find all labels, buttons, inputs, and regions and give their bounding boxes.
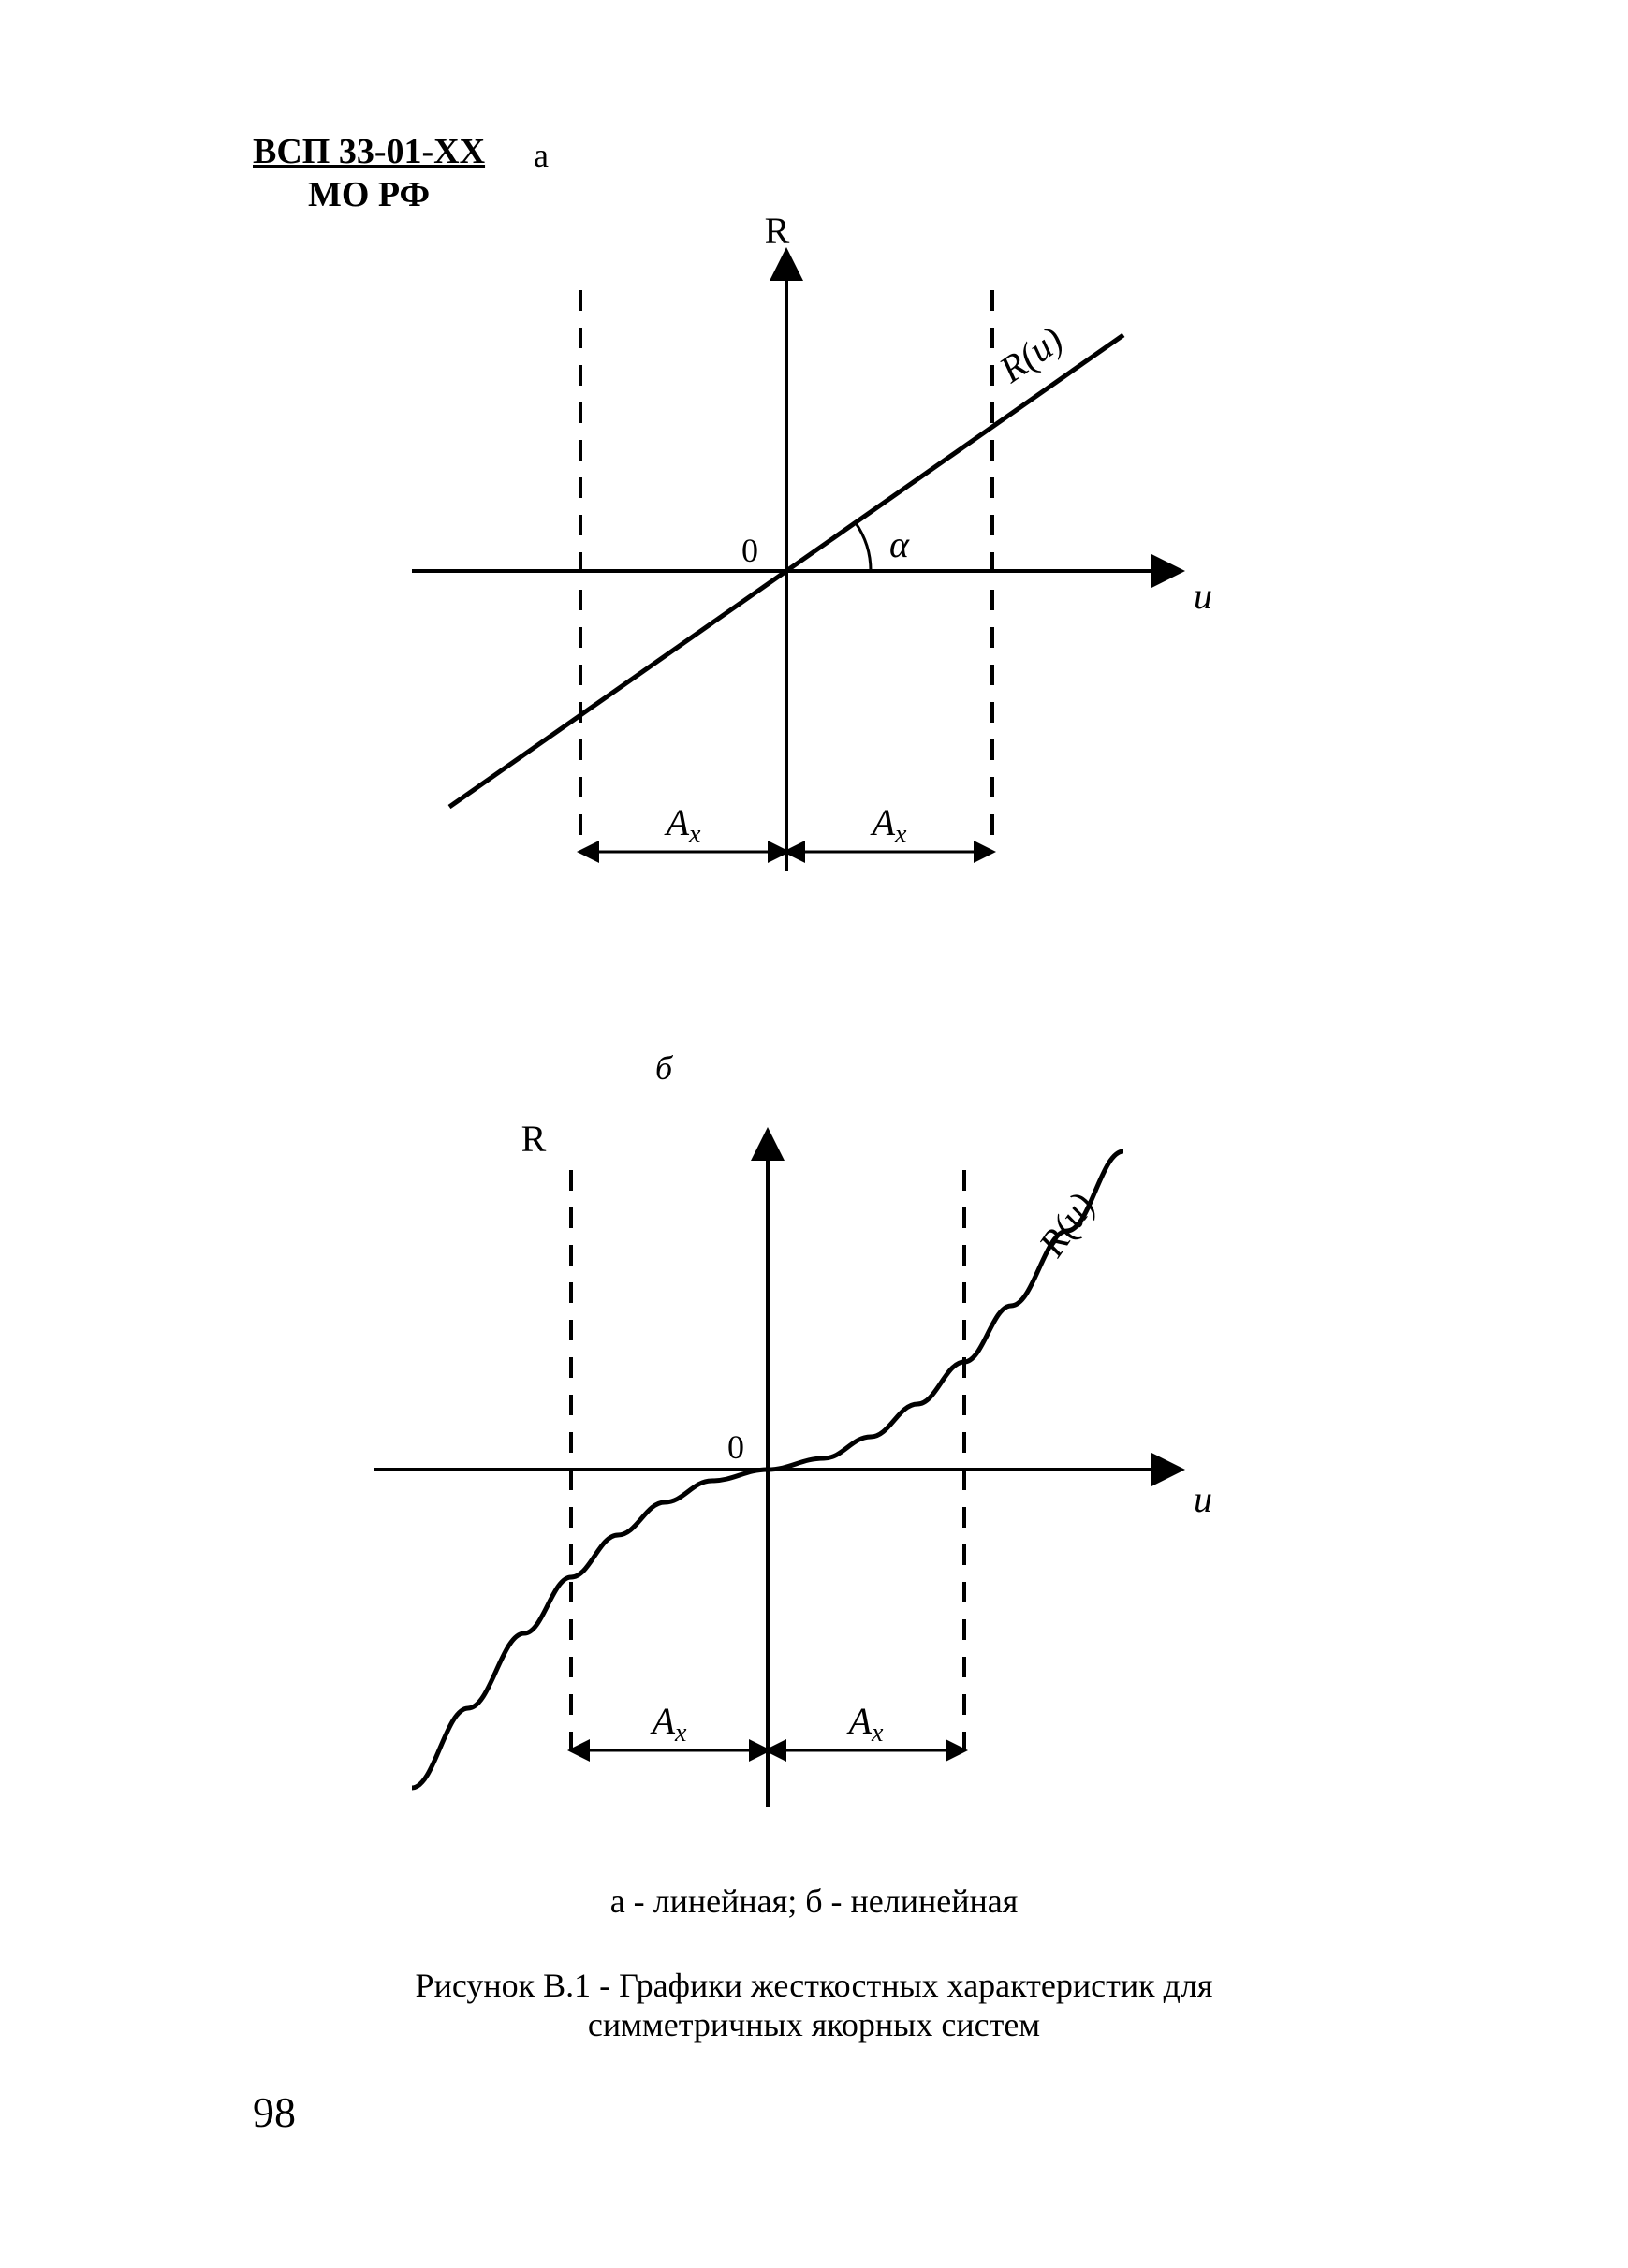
- svg-text:R: R: [765, 215, 790, 252]
- doc-code: ВСП 33-01-ХХ: [253, 132, 485, 171]
- svg-text:Ax: Ax: [664, 801, 701, 849]
- svg-text:Ax: Ax: [870, 801, 907, 849]
- svg-text:R: R: [521, 1118, 547, 1160]
- svg-text:α: α: [889, 523, 910, 565]
- figure-caption: Рисунок В.1 - Графики жесткостных характ…: [0, 1966, 1628, 2044]
- svg-text:0: 0: [727, 1428, 744, 1466]
- document-header: ВСП 33-01-ХХ МО РФ: [253, 131, 485, 216]
- caption-line1: Рисунок В.1 - Графики жесткостных характ…: [416, 1967, 1213, 2004]
- page: ВСП 33-01-ХХ МО РФ а Ru0αR(u)AxAx б: [0, 0, 1628, 2268]
- legend-text: а - линейная; б - нелинейная: [0, 1881, 1628, 1921]
- svg-text:Ax: Ax: [650, 1700, 687, 1748]
- diagram-b-svg: Ru0R(u)AxAx: [300, 1095, 1292, 1863]
- page-number: 98: [253, 2087, 296, 2137]
- doc-org: МО РФ: [253, 174, 485, 217]
- panel-label-b: б: [655, 1048, 672, 1088]
- panel-label-a: а: [534, 136, 549, 175]
- svg-text:Ax: Ax: [846, 1700, 884, 1748]
- diagram-a: Ru0αR(u)AxAx: [337, 215, 1292, 950]
- diagram-b: Ru0R(u)AxAx: [300, 1095, 1292, 1867]
- svg-text:u: u: [1194, 575, 1212, 617]
- caption-line2: симметричных якорных систем: [588, 2006, 1040, 2043]
- svg-text:u: u: [1194, 1478, 1212, 1520]
- svg-text:0: 0: [741, 532, 758, 569]
- diagram-a-svg: Ru0αR(u)AxAx: [337, 215, 1292, 945]
